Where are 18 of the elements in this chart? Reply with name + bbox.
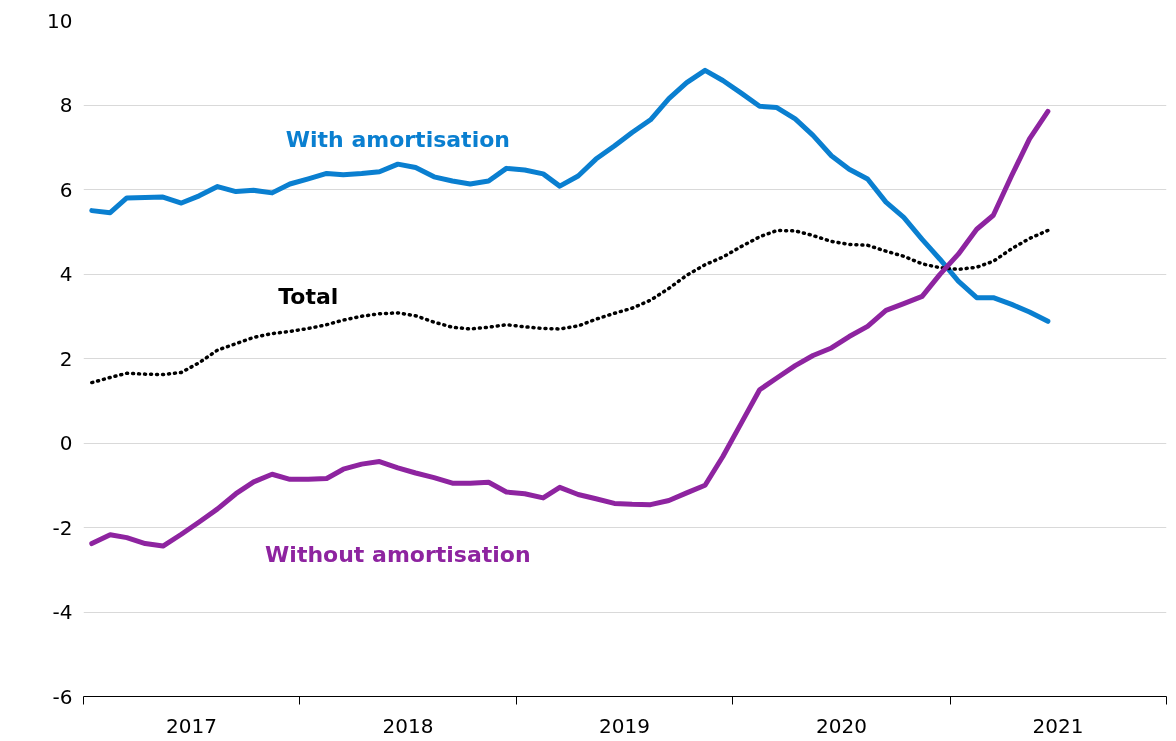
y-tick-label: 2: [59, 346, 73, 371]
series-label: Total: [278, 284, 339, 309]
y-tick-label: 6: [59, 177, 73, 202]
text: Without amortisation: [265, 542, 531, 568]
y-tick-label: 8: [59, 93, 73, 117]
y-tick-label: -2: [52, 515, 73, 540]
x-tick-label: 2018: [382, 713, 434, 738]
y-tick-label: 4: [59, 262, 73, 286]
y-tick-label: 10: [47, 8, 73, 33]
x-tick-label: 2021: [1032, 713, 1084, 738]
x-tick-label: 2017: [165, 713, 217, 738]
y-tick-label: -4: [52, 600, 73, 624]
series-label: With amortisation: [285, 126, 510, 152]
y-tick-label: -6: [52, 684, 73, 709]
x-tick-label: 2020: [816, 713, 867, 738]
line-series: [90, 228, 1050, 385]
x-tick-label: 2019: [598, 713, 650, 738]
y-tick-label: 0: [59, 431, 73, 455]
